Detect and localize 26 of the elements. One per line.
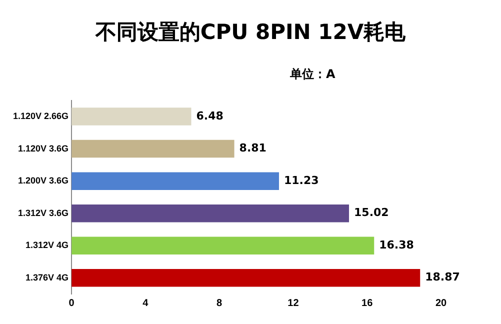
- data-label: 16.38: [379, 238, 414, 252]
- bar: [72, 108, 192, 126]
- bar: [72, 140, 234, 158]
- x-tick-label: 4: [142, 298, 149, 309]
- data-label: 8.81: [239, 142, 266, 155]
- y-tick-label: 1.120V 3.6G: [18, 143, 69, 154]
- data-label: 11.23: [284, 174, 319, 187]
- bar: [72, 268, 420, 287]
- y-tick-label: 1.120V 2.66G: [12, 111, 69, 122]
- y-tick-label: 1.200V 3.6G: [18, 176, 69, 186]
- x-tick-label: 12: [288, 298, 300, 309]
- x-tick-label: 8: [216, 298, 223, 309]
- data-label: 18.87: [425, 270, 460, 284]
- y-tick-label: 1.376V 4G: [26, 272, 69, 282]
- x-tick-label: 0: [68, 298, 75, 309]
- x-tick-label: 16: [362, 298, 374, 309]
- chart-title: 不同设置的CPU 8PIN 12V耗电: [94, 19, 407, 46]
- x-tick-label: 20: [435, 298, 447, 309]
- bar: [72, 172, 279, 190]
- bar: [72, 204, 350, 222]
- bar: [72, 236, 374, 254]
- data-label: 15.02: [354, 206, 389, 220]
- chart-subtitle: 单位：A: [290, 66, 336, 83]
- y-tick-label: 1.312V 4G: [26, 240, 69, 250]
- data-label: 6.48: [196, 109, 224, 122]
- y-tick-label: 1.312V 3.6G: [18, 208, 69, 218]
